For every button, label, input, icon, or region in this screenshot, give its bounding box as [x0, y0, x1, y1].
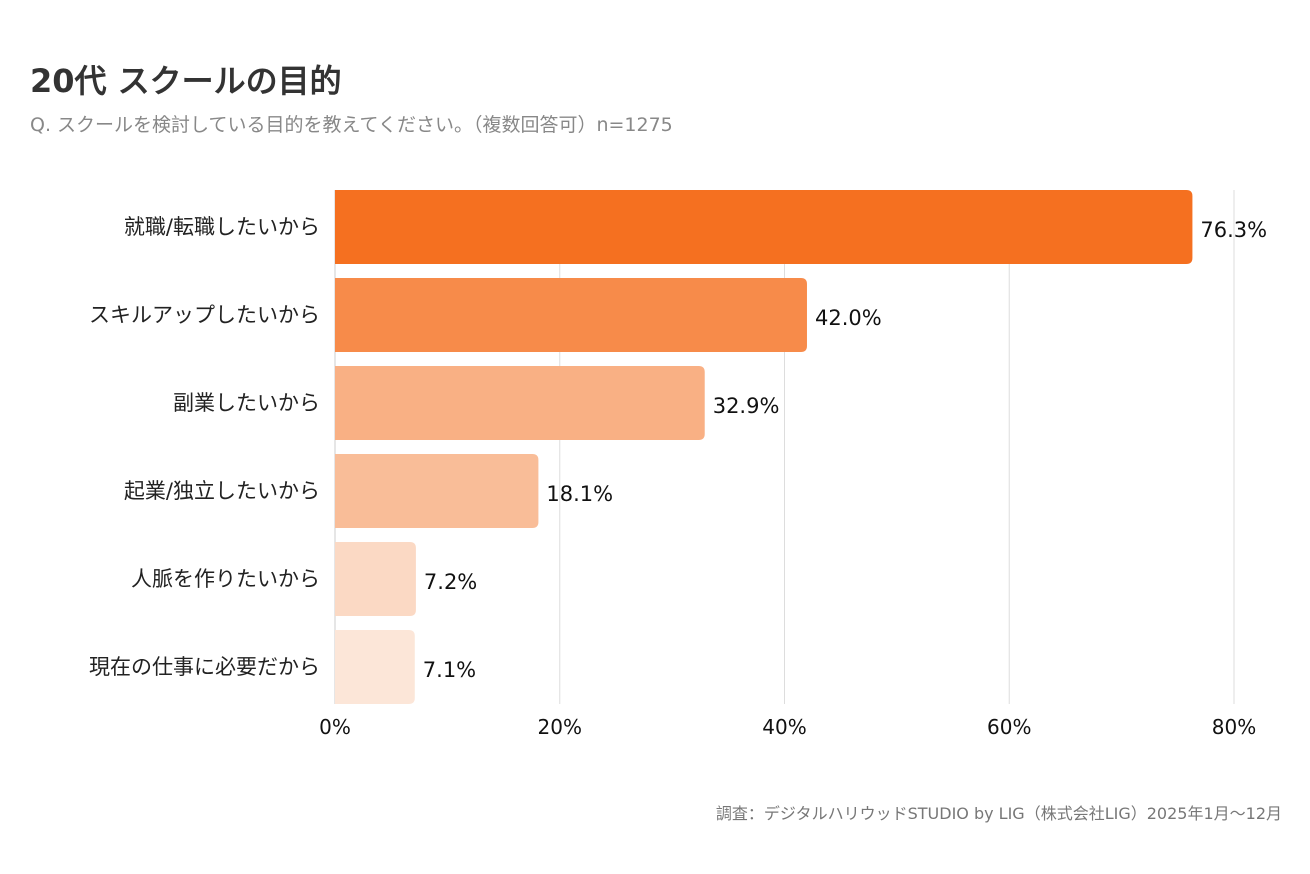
data-label: 32.9% [713, 394, 780, 418]
x-tick-label: 0% [319, 715, 351, 739]
category-label: 人脈を作りたいから [131, 567, 320, 591]
bar [335, 630, 415, 704]
category-label: 起業/独立したいから [124, 479, 320, 503]
data-label: 42.0% [815, 306, 882, 330]
category-label: 現在の仕事に必要だから [89, 655, 320, 679]
chart-title: 20代 スクールの目的 [30, 62, 342, 100]
data-label: 76.3% [1200, 218, 1267, 242]
data-label: 18.1% [546, 482, 613, 506]
data-label: 7.2% [424, 570, 477, 594]
data-label: 7.1% [423, 658, 476, 682]
source-note: 調査：デジタルハリウッドSTUDIO by LIG（株式会社LIG）2025年1… [715, 804, 1282, 823]
bar [335, 366, 705, 440]
bar [335, 190, 1193, 264]
category-label: 就職/転職したいから [124, 215, 320, 239]
bar [335, 278, 807, 352]
bar [335, 454, 539, 528]
chart-subtitle: Q. スクールを検討している目的を教えてください。（複数回答可）n=1275 [30, 114, 673, 136]
category-label: 副業したいから [173, 391, 320, 415]
x-tick-label: 80% [1212, 715, 1256, 739]
x-tick-label: 20% [538, 715, 582, 739]
x-tick-label: 60% [987, 715, 1031, 739]
category-label: スキルアップしたいから [89, 303, 320, 327]
x-tick-label: 40% [762, 715, 806, 739]
bar [335, 542, 416, 616]
